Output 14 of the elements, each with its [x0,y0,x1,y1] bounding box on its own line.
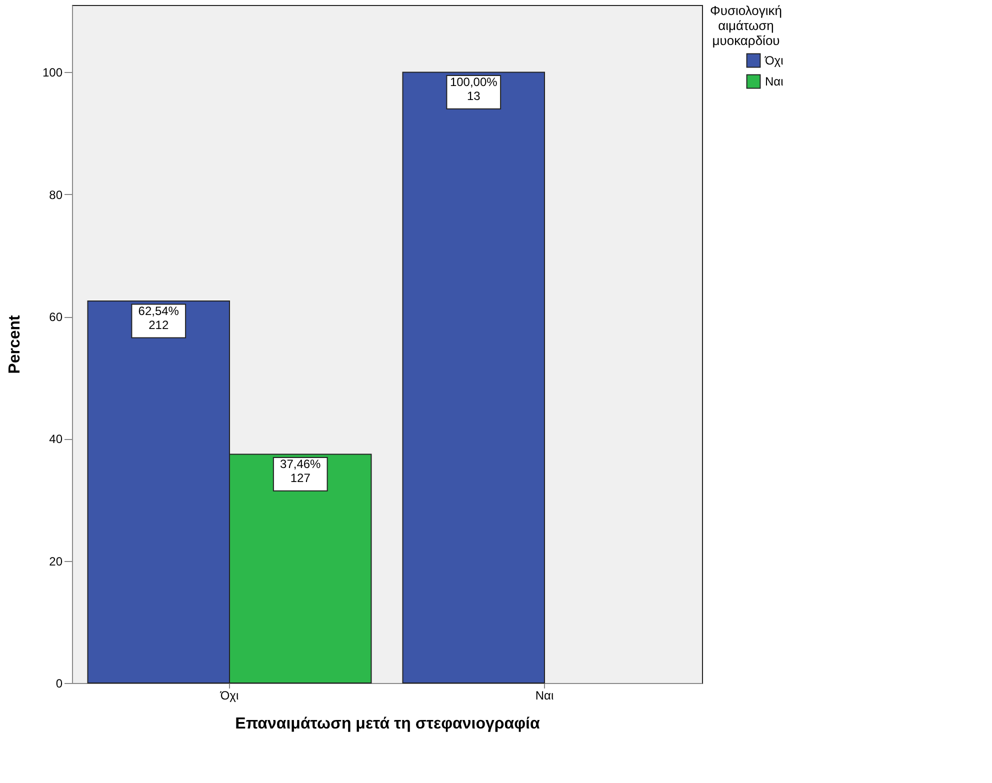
data-label: 100,00% 13 [450,75,498,104]
x-axis-title: Επαναιμάτωση μετά τη στεφανιογραφία [235,716,540,732]
y-tick-label: 40 [49,432,63,446]
y-tick-label: 20 [49,554,63,568]
y-tick-label: 100 [42,66,63,80]
y-tick-label: 80 [49,188,63,202]
data-label: 37,46% 127 [280,457,322,486]
y-axis-title: Percent [6,314,24,374]
y-tick-label: 60 [49,310,63,324]
legend-title: Φυσιολογική αιμάτωση μυοκαρδίου [710,3,782,48]
legend-label: Ναι [765,74,784,88]
data-label: 62,54% 212 [138,304,180,332]
legend-label: Όχι [764,54,784,68]
y-tick-label: 0 [56,676,63,690]
